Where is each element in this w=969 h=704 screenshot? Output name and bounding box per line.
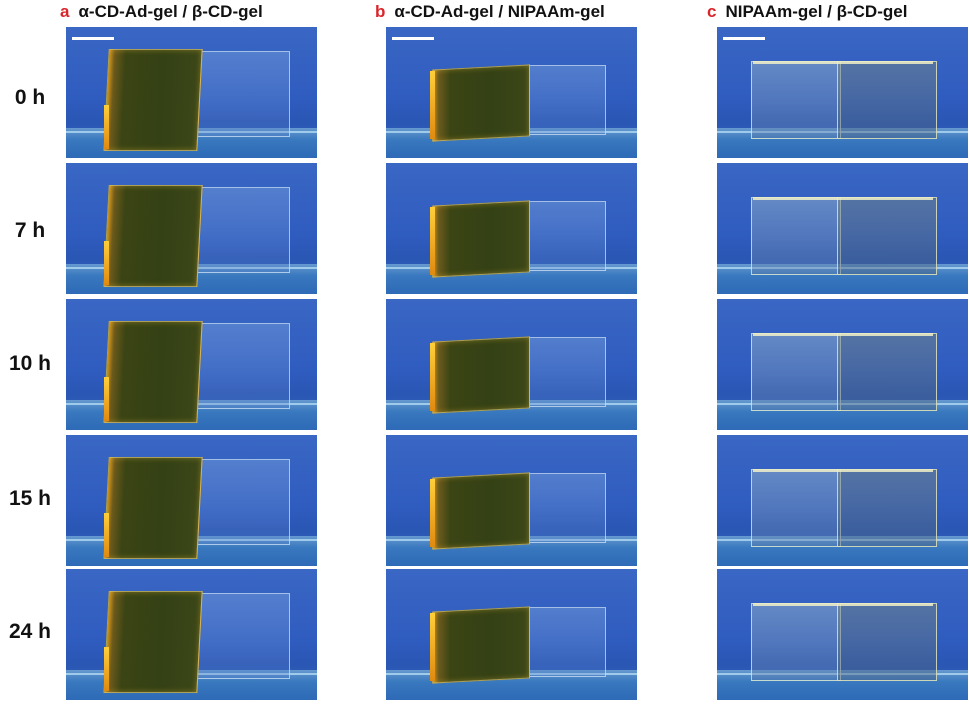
gel-orange-edge	[104, 241, 109, 285]
photo-panel-b-2	[386, 163, 637, 294]
clear-gel-block	[524, 473, 606, 543]
gel-orange-edge	[430, 613, 435, 681]
row-label-0h: 0 h	[14, 86, 46, 109]
photo-panel-a-5	[66, 569, 317, 700]
clear-gel-block	[196, 187, 290, 273]
photo-panel-a-4	[66, 435, 317, 566]
gel-orange-edge	[104, 377, 109, 421]
column-header-a: a α-CD-Ad-gel / β-CD-gel	[60, 0, 263, 24]
dark-gel-block	[432, 64, 530, 142]
photo-panel-b-4	[386, 435, 637, 566]
dark-gel-block	[432, 472, 530, 550]
dark-gel-block	[103, 457, 203, 559]
panel-letter-b: b	[375, 2, 386, 21]
gel-orange-edge	[430, 207, 435, 275]
dark-gel-block	[103, 591, 203, 693]
pale-gel-block-right	[837, 333, 937, 411]
clear-gel-block	[524, 65, 606, 135]
dark-gel-block	[432, 336, 530, 414]
gel-top-highlight	[753, 333, 933, 336]
photo-panel-c-3	[717, 299, 968, 430]
pale-gel-block-left	[751, 197, 841, 275]
photo-panel-a-3	[66, 299, 317, 430]
row-label-7h: 7 h	[14, 219, 46, 242]
column-title-a: α-CD-Ad-gel / β-CD-gel	[78, 2, 263, 21]
pale-gel-block-left	[751, 61, 841, 139]
photo-panel-c-1	[717, 27, 968, 158]
gel-orange-edge	[104, 513, 109, 557]
gel-orange-edge	[430, 479, 435, 547]
gel-orange-edge	[430, 343, 435, 411]
dark-gel-block	[103, 185, 203, 287]
clear-gel-block	[196, 459, 290, 545]
photo-panel-a-2	[66, 163, 317, 294]
pale-gel-block-right	[837, 197, 937, 275]
dark-gel-block	[432, 200, 530, 278]
scale-bar	[723, 37, 765, 40]
gel-orange-edge	[104, 105, 109, 149]
photo-panel-c-2	[717, 163, 968, 294]
gel-top-highlight	[753, 61, 933, 64]
clear-gel-block	[196, 323, 290, 409]
row-label-10h: 10 h	[8, 352, 52, 375]
pale-gel-block-right	[837, 603, 937, 681]
clear-gel-block	[524, 201, 606, 271]
pale-gel-block-right	[837, 61, 937, 139]
panel-letter-a: a	[60, 2, 70, 21]
column-header-b: b α-CD-Ad-gel / NIPAAm-gel	[375, 0, 605, 24]
row-label-15h: 15 h	[8, 487, 52, 510]
pale-gel-block-left	[751, 469, 841, 547]
dark-gel-block	[103, 49, 203, 151]
scale-bar	[392, 37, 434, 40]
pale-gel-block-left	[751, 333, 841, 411]
column-header-c: c NIPAAm-gel / β-CD-gel	[707, 0, 907, 24]
photo-panel-c-5	[717, 569, 968, 700]
clear-gel-block	[524, 607, 606, 677]
gel-top-highlight	[753, 197, 933, 200]
clear-gel-block	[196, 593, 290, 679]
column-title-b: α-CD-Ad-gel / NIPAAm-gel	[394, 2, 605, 21]
photo-panel-b-3	[386, 299, 637, 430]
panel-letter-c: c	[707, 2, 717, 21]
gel-orange-edge	[430, 71, 435, 139]
pale-gel-block-right	[837, 469, 937, 547]
photo-panel-c-4	[717, 435, 968, 566]
clear-gel-block	[524, 337, 606, 407]
photo-panel-a-1	[66, 27, 317, 158]
pale-gel-block-left	[751, 603, 841, 681]
photo-panel-b-5	[386, 569, 637, 700]
gel-orange-edge	[104, 647, 109, 691]
gel-top-highlight	[753, 469, 933, 472]
column-title-c: NIPAAm-gel / β-CD-gel	[725, 2, 908, 21]
dark-gel-block	[103, 321, 203, 423]
gel-top-highlight	[753, 603, 933, 606]
photo-panel-b-1	[386, 27, 637, 158]
scale-bar	[72, 37, 114, 40]
dark-gel-block	[432, 606, 530, 684]
row-label-24h: 24 h	[8, 620, 52, 643]
clear-gel-block	[196, 51, 290, 137]
